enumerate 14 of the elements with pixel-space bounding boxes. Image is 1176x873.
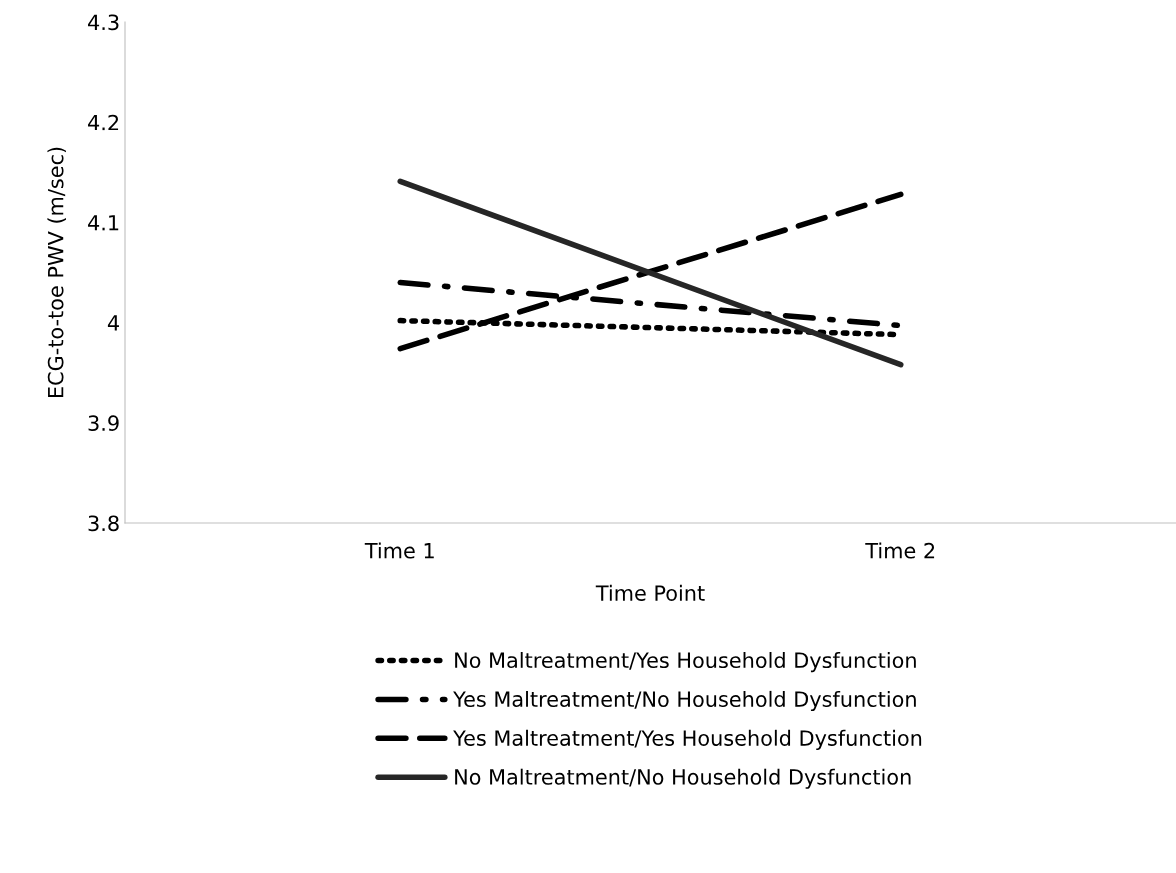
legend-label: Yes Maltreatment/Yes Household Dysfunction: [453, 729, 922, 750]
legend-label: Yes Maltreatment/No Household Dysfunction: [453, 690, 916, 712]
y-tick-label: 4: [107, 315, 119, 331]
y-axis-title: ECG-to-toe PWV (m/sec): [47, 147, 66, 398]
y-tick-label: 3.9: [88, 415, 119, 432]
y-tick-label: 4.3: [88, 14, 119, 31]
legend-label: No Maltreatment/No Household Dysfunction: [455, 768, 911, 789]
x-tick-label: Time 1: [364, 542, 434, 559]
x-tick-label: Time 2: [865, 542, 935, 559]
legend-label: No Maltreatment/Yes Household Dysfunction: [455, 651, 916, 673]
y-tick-label: 4.1: [88, 215, 119, 231]
y-tick-label: 4.2: [88, 114, 119, 131]
y-tick-label: 3.8: [88, 515, 119, 532]
x-axis-title: Time Point: [595, 584, 705, 601]
